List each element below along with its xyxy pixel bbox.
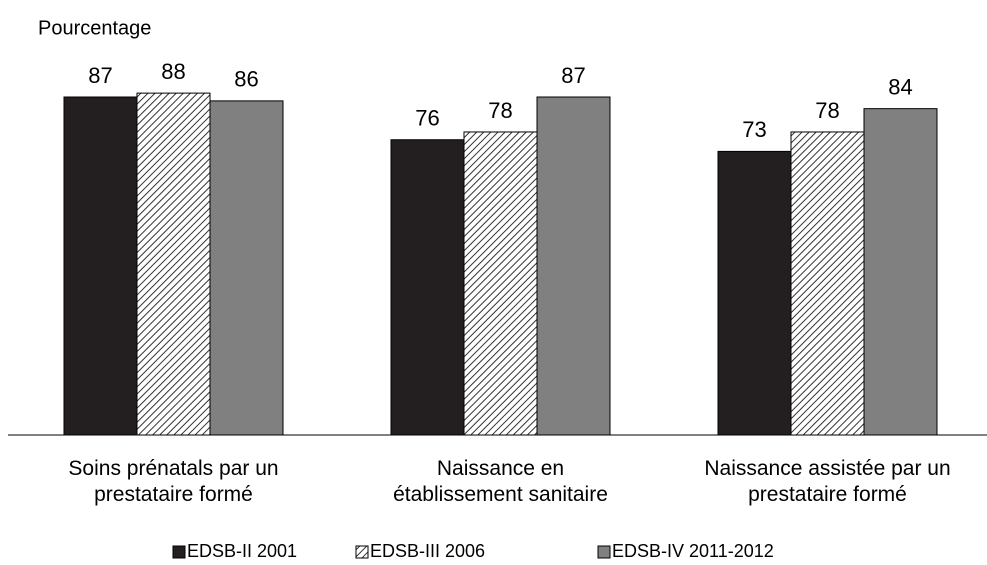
value-label: 78 xyxy=(488,98,512,123)
x-tick-label: Naissance en établissement sanitaire xyxy=(393,457,608,506)
value-label: 87 xyxy=(561,63,585,88)
x-tick-label: Naissance assistée par un prestataire fo… xyxy=(704,457,951,506)
bar xyxy=(790,131,865,436)
bar xyxy=(390,139,465,436)
bar xyxy=(209,100,284,436)
legend-label: EDSB-III 2006 xyxy=(370,541,485,561)
x-tick-label: Soins prénatals par un prestataire formé xyxy=(68,457,279,506)
value-label: 73 xyxy=(742,117,766,142)
legend-swatch xyxy=(355,545,369,559)
value-label: 76 xyxy=(415,106,439,131)
value-label: 87 xyxy=(88,63,112,88)
value-label: 86 xyxy=(234,67,258,92)
bar xyxy=(863,108,938,436)
value-label: 88 xyxy=(161,59,185,84)
value-label: 78 xyxy=(815,98,839,123)
bar xyxy=(136,92,211,436)
y-axis-label: Pourcentage xyxy=(38,17,151,39)
bar xyxy=(536,96,611,436)
legend-swatch xyxy=(172,545,186,559)
value-label: 84 xyxy=(888,74,912,99)
legend-swatch xyxy=(597,545,611,559)
bar xyxy=(63,96,138,436)
bar xyxy=(463,131,538,436)
bar xyxy=(717,150,792,436)
legend-label: EDSB-IV 2011-2012 xyxy=(612,541,774,561)
legend-label: EDSB-II 2001 xyxy=(187,541,297,561)
